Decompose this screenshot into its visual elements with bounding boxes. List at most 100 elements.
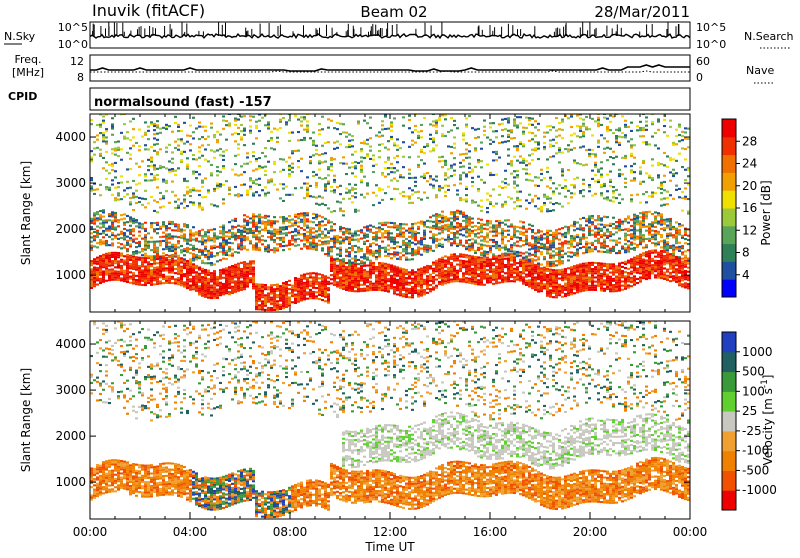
heatmap-cell: [444, 160, 447, 162]
heatmap-cell: [342, 242, 345, 244]
heatmap-cell: [390, 126, 393, 128]
heatmap-cell: [372, 232, 375, 234]
heatmap-cell: [168, 267, 171, 269]
heatmap-cell: [474, 225, 477, 227]
heatmap-cell: [459, 260, 462, 262]
heatmap-cell: [174, 254, 177, 256]
heatmap-cell: [390, 283, 393, 285]
heatmap-cell: [426, 265, 429, 267]
heatmap-cell: [570, 287, 573, 289]
heatmap-cell: [465, 219, 468, 221]
heatmap-cell: [285, 226, 288, 228]
heatmap-cell: [465, 188, 468, 190]
heatmap-cell: [375, 274, 378, 276]
heatmap-cell: [471, 226, 474, 228]
heatmap-cell: [411, 288, 414, 290]
heatmap-cell: [432, 221, 435, 223]
freq-tick-top: 12: [70, 55, 84, 68]
heatmap-cell: [369, 273, 372, 275]
heatmap-cell: [468, 278, 471, 280]
heatmap-cell: [321, 278, 324, 280]
heatmap-cell: [120, 159, 123, 161]
heatmap-cell: [366, 257, 369, 259]
heatmap-cell: [156, 283, 159, 285]
heatmap-cell: [348, 228, 351, 230]
heatmap-cell: [258, 167, 261, 169]
heatmap-cell: [567, 278, 570, 280]
heatmap-cell: [171, 254, 174, 256]
heatmap-cell: [465, 271, 468, 273]
heatmap-cell: [477, 279, 480, 281]
heatmap-cell: [312, 217, 315, 219]
heatmap-cell: [99, 155, 102, 157]
heatmap-cell: [252, 143, 255, 145]
heatmap-cell: [429, 231, 432, 233]
heatmap-cell: [366, 182, 369, 184]
heatmap-cell: [357, 121, 360, 123]
heatmap-cell: [189, 229, 192, 231]
heatmap-cell: [483, 224, 486, 226]
heatmap-cell: [273, 216, 276, 218]
heatmap-cell: [189, 252, 192, 254]
heatmap-cell: [117, 267, 120, 269]
heatmap-cell: [105, 136, 108, 138]
heatmap-cell: [336, 141, 339, 143]
heatmap-cell: [147, 278, 150, 280]
heatmap-cell: [366, 287, 369, 289]
heatmap-cell: [477, 247, 480, 249]
heatmap-cell: [249, 273, 252, 275]
heatmap-cell: [261, 284, 264, 286]
heatmap-cell: [291, 295, 294, 297]
heatmap-cell: [213, 255, 216, 257]
heatmap-cell: [141, 261, 144, 263]
heatmap-cell: [159, 272, 162, 274]
heatmap-cell: [411, 229, 414, 231]
heatmap-cell: [471, 249, 474, 251]
heatmap-cell: [567, 247, 570, 249]
heatmap-cell: [153, 249, 156, 251]
heatmap-cell: [204, 271, 207, 273]
heatmap-cell: [363, 241, 366, 243]
heatmap-cell: [510, 264, 513, 266]
heatmap-cell: [258, 241, 261, 243]
noise-panel: N.Sky 10^5 10^0 10^5 10^0 N.Search: [4, 21, 794, 51]
heatmap-cell: [285, 296, 288, 298]
heatmap-cell: [111, 252, 114, 254]
heatmap-cell: [249, 277, 252, 279]
heatmap-cell: [207, 136, 210, 138]
heatmap-cell: [294, 285, 297, 287]
heatmap-cell: [360, 260, 363, 262]
heatmap-cell: [264, 294, 267, 296]
heatmap-cell: [231, 236, 234, 238]
heatmap-cell: [138, 166, 141, 168]
heatmap-cell: [348, 288, 351, 290]
heatmap-cell: [330, 255, 333, 257]
heatmap-cell: [198, 277, 201, 279]
heatmap-cell: [126, 193, 129, 195]
heatmap-cell: [198, 190, 201, 192]
heatmap-cell: [294, 224, 297, 226]
heatmap-cell: [318, 133, 321, 135]
heatmap-cell: [381, 275, 384, 277]
heatmap-cell: [255, 283, 258, 285]
heatmap-cell: [561, 168, 564, 170]
heatmap-cell: [102, 211, 105, 213]
heatmap-cell: [177, 265, 180, 267]
heatmap-cell: [213, 297, 216, 299]
heatmap-cell: [195, 233, 198, 235]
heatmap-cell: [153, 283, 156, 285]
heatmap-cell: [378, 150, 381, 152]
heatmap-cell: [465, 215, 468, 217]
heatmap-cell: [165, 244, 168, 246]
heatmap-cell: [423, 291, 426, 293]
heatmap-cell: [273, 247, 276, 249]
heatmap-cell: [306, 273, 309, 275]
heatmap-cell: [462, 254, 465, 256]
heatmap-cell: [429, 134, 432, 136]
heatmap-cell: [285, 121, 288, 123]
heatmap-cell: [246, 230, 249, 232]
heatmap-cell: [288, 305, 291, 307]
heatmap-cell: [354, 286, 357, 288]
heatmap-cell: [336, 122, 339, 124]
heatmap-cell: [243, 272, 246, 274]
